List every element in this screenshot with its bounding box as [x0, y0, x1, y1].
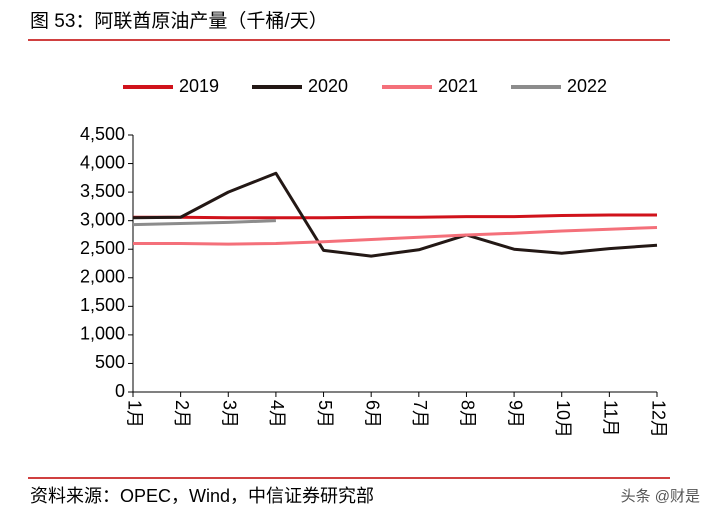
legend-label: 2022 — [567, 76, 607, 96]
legend-label: 2020 — [308, 76, 348, 96]
y-tick-label: 3,000 — [80, 209, 125, 229]
x-tick-label: 8月 — [458, 400, 478, 428]
x-tick-label: 7月 — [410, 400, 430, 428]
y-tick-label: 0 — [115, 381, 125, 401]
x-tick-label: 2月 — [172, 400, 192, 428]
series-line — [132, 219, 276, 227]
series-line — [133, 226, 658, 246]
legend-label: 2019 — [179, 76, 219, 96]
y-tick-label: 1,500 — [80, 295, 125, 315]
legend-label: 2021 — [438, 76, 478, 96]
x-tick-label: 11月 — [601, 400, 621, 437]
x-tick-label: 5月 — [315, 400, 335, 428]
x-tick-label: 6月 — [362, 400, 382, 428]
x-tick-label: 12月 — [648, 400, 668, 438]
y-tick-label: 500 — [95, 352, 125, 372]
y-tick-label: 1,000 — [80, 324, 125, 344]
chart-title: 图 53：阿联酋原油产量（千桶/天） — [30, 10, 328, 32]
y-tick-label: 3,500 — [80, 181, 125, 201]
y-tick-label: 4,000 — [80, 152, 125, 172]
series-line — [133, 213, 657, 220]
source: 资料来源：OPEC，Wind，中信证券研究部 — [30, 486, 374, 506]
x-tick-label: 10月 — [553, 400, 573, 438]
x-tick-label: 3月 — [220, 400, 240, 428]
watermark: 头条 @财是 — [621, 488, 700, 505]
y-tick-label: 4,500 — [80, 124, 125, 144]
x-tick-label: 4月 — [267, 400, 287, 428]
x-tick-label: 9月 — [505, 400, 525, 428]
y-tick-label: 2,000 — [80, 267, 125, 287]
series-line — [132, 171, 658, 258]
y-tick-label: 2,500 — [80, 238, 125, 258]
x-tick-label: 1月 — [124, 400, 144, 428]
